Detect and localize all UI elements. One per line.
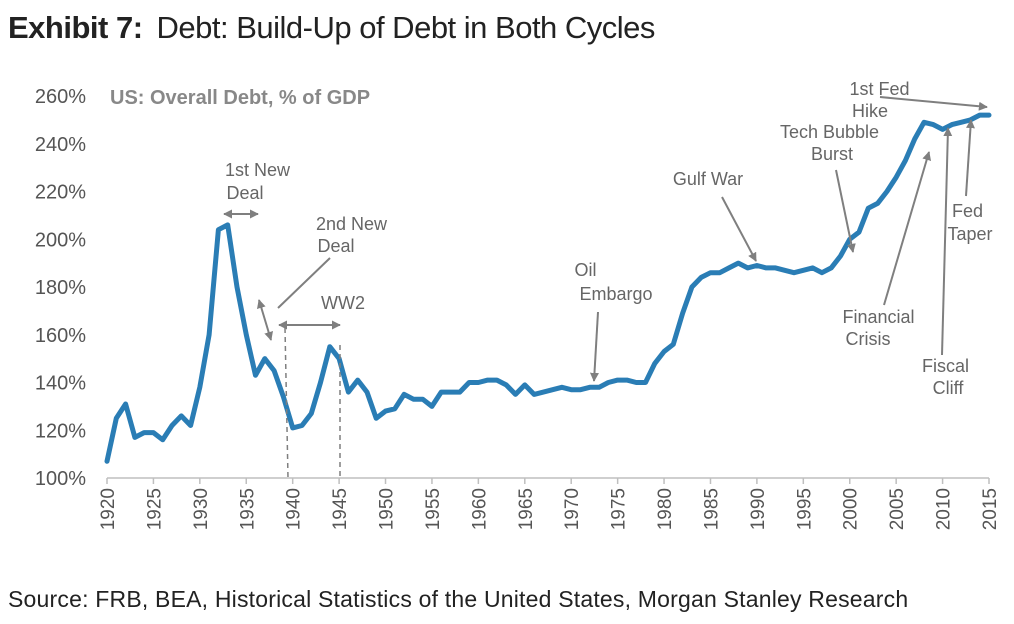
tech-bubble-arrow xyxy=(835,169,856,253)
debt-line-chart: US: Overall Debt, % of GDP 100%120%140%1… xyxy=(35,79,1001,530)
y-tick-label: 260% xyxy=(35,86,86,108)
y-tick-label: 240% xyxy=(35,134,86,156)
fiscal-cliff-label: Fiscal Cliff xyxy=(922,356,974,398)
x-tick-label: 1955 xyxy=(423,488,444,530)
oil-embargo-arrow xyxy=(589,311,599,382)
x-tick-label: 1990 xyxy=(748,488,769,530)
tech-bubble-label: Tech Bubble Burst xyxy=(780,122,884,164)
fed-taper-label: Fed Taper xyxy=(947,201,992,244)
first-fed-hike-arrow xyxy=(879,96,988,111)
x-tick-label: 1960 xyxy=(469,488,490,530)
first-fed-hike-label: 1st Fed Hike xyxy=(849,79,914,121)
fiscal-cliff-arrow xyxy=(941,127,953,356)
new-deal-1-label: 1st New Deal xyxy=(225,160,295,203)
y-tick-label: 120% xyxy=(35,420,86,442)
x-tick-label: 2005 xyxy=(887,488,908,530)
y-tick-label: 160% xyxy=(35,325,86,347)
x-tick-label: 1930 xyxy=(191,488,212,530)
x-tick-label: 1965 xyxy=(516,488,537,530)
x-tick-label: 2015 xyxy=(980,488,1001,530)
x-tick-label: 1985 xyxy=(701,488,722,530)
new-deal-2-pointer xyxy=(277,257,331,309)
ww2-label: WW2 xyxy=(321,293,365,313)
plot-title: US: Overall Debt, % of GDP xyxy=(110,87,370,109)
fed-taper-arrow xyxy=(965,119,975,197)
y-tick-label: 140% xyxy=(35,373,86,395)
new-deal-2-label: 2nd New Deal xyxy=(316,214,392,256)
x-tick-label: 1995 xyxy=(794,488,815,530)
x-tick-label: 1975 xyxy=(609,488,630,530)
oil-embargo-label: Oil Embargo xyxy=(574,260,652,304)
chart-heading: Debt: Build-Up of Debt in Both Cycles xyxy=(156,10,656,45)
x-axis: 1920 1925 1930 1935 1940 1945 1950 1955 1960 1965… xyxy=(98,477,1001,530)
ww2-start-guide xyxy=(284,327,289,479)
y-axis: 100% 120% 140% 160% 180% 200% 220% 240% 260% xyxy=(35,86,86,490)
financial-crisis-label: Financial Crisis xyxy=(842,307,919,349)
y-tick-label: 180% xyxy=(35,277,86,299)
x-tick-label: 1920 xyxy=(98,488,119,530)
financial-crisis-arrow xyxy=(883,151,932,306)
x-tick-label: 1950 xyxy=(377,488,398,530)
debt-series-line xyxy=(104,112,992,464)
y-tick-label: 100% xyxy=(35,468,86,490)
y-tick-label: 200% xyxy=(35,229,86,251)
x-tick-label: 2010 xyxy=(934,488,955,530)
exhibit-title: Exhibit 7: Debt: Build-Up of Debt in Both… xyxy=(8,10,655,46)
x-tick-label: 1925 xyxy=(144,488,165,530)
exhibit-label: Exhibit 7: xyxy=(8,10,143,45)
x-tick-label: 1945 xyxy=(330,488,351,530)
gulf-war-arrow xyxy=(721,196,757,262)
x-tick-label: 1940 xyxy=(284,488,305,530)
x-tick-label: 2000 xyxy=(841,488,862,530)
x-tick-label: 1970 xyxy=(562,488,583,530)
source-note: Source: FRB, BEA, Historical Statistics … xyxy=(8,586,909,612)
new-deal-2-arrow xyxy=(257,299,273,341)
gulf-war-label: Gulf War xyxy=(673,169,743,189)
x-tick-label: 1980 xyxy=(655,488,676,530)
x-tick-label: 1935 xyxy=(237,488,258,530)
y-tick-label: 220% xyxy=(35,182,86,204)
